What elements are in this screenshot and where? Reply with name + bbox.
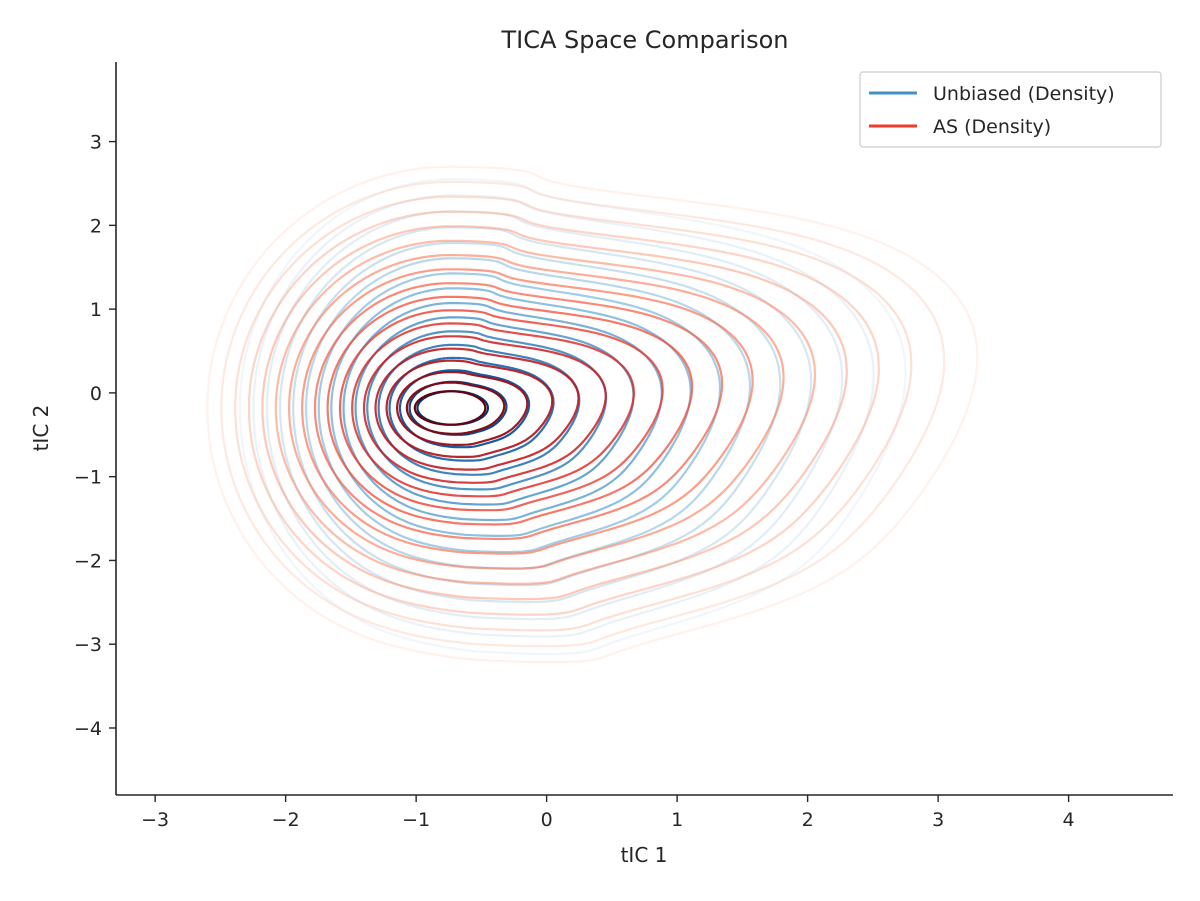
x-tick-label: −1	[402, 809, 430, 831]
as-contour-level	[288, 254, 785, 570]
as-contour-level	[413, 390, 487, 426]
unbiased-contour-level	[342, 301, 663, 522]
as-contour-level	[326, 295, 694, 526]
unbiased-contour-level	[252, 194, 875, 638]
legend-label-as: AS (Density)	[933, 116, 1051, 138]
as-contour-level	[247, 210, 880, 616]
unbiased-contour-level	[265, 210, 844, 621]
unbiased-contour-level	[408, 380, 508, 436]
y-tick-label: 1	[90, 299, 102, 321]
x-tick-label: −3	[141, 809, 169, 831]
as-density-contours	[206, 165, 979, 664]
x-tick-label: −2	[272, 809, 300, 831]
x-tick-label: 4	[1063, 809, 1075, 831]
unbiased-contour-level	[366, 330, 608, 491]
unbiased-contour-level	[377, 343, 581, 476]
x-tick-label: 1	[671, 809, 683, 831]
chart-title: TICA Space Comparison	[500, 26, 788, 54]
y-axis-label: tIC 2	[29, 405, 53, 452]
as-contour-level	[206, 165, 979, 664]
unbiased-contour-level	[330, 287, 692, 538]
y-tick-label: −1	[74, 467, 102, 489]
y-tick-label: −4	[74, 718, 102, 740]
y-tick-label: −3	[74, 634, 102, 656]
legend-frame	[859, 71, 1162, 148]
y-ticks: −4 −3 −2 −1 0 1 2 3	[74, 132, 116, 740]
as-contour-level	[396, 371, 529, 446]
unbiased-contour-level	[354, 316, 635, 506]
x-axis-label: tIC 1	[621, 843, 668, 867]
unbiased-contour-level	[279, 226, 813, 604]
as-contour-level	[220, 180, 946, 648]
as-contour-level	[274, 239, 817, 585]
as-contour-level	[301, 268, 754, 555]
legend: Unbiased (Density) AS (Density)	[859, 71, 1162, 148]
legend-label-unbiased: Unbiased (Density)	[933, 83, 1115, 105]
as-contour-level	[313, 282, 724, 541]
unbiased-contour-level	[398, 369, 531, 449]
y-tick-label: 2	[90, 215, 102, 237]
unbiased-contour-level	[238, 178, 907, 656]
x-ticks: −3 −2 −1 0 1 2 3 4	[141, 795, 1075, 831]
y-tick-label: −2	[74, 550, 102, 572]
as-contour-level	[234, 195, 913, 632]
as-contour-level	[362, 335, 607, 484]
as-contour-level	[338, 309, 664, 512]
unbiased-density-contours	[238, 178, 907, 656]
axes	[115, 62, 1173, 796]
x-tick-label: 3	[932, 809, 944, 831]
as-contour-level	[374, 347, 580, 471]
y-tick-label: 3	[90, 132, 102, 154]
as-contour-level	[351, 322, 635, 498]
as-contour-level	[261, 225, 848, 601]
unbiased-contour-level	[317, 272, 722, 554]
unbiased-contour-level	[388, 356, 555, 462]
as-contour-level	[405, 381, 506, 435]
x-tick-label: 0	[541, 809, 553, 831]
x-tick-label: 2	[802, 809, 814, 831]
as-contour-level	[385, 359, 554, 458]
y-tick-label: 0	[90, 383, 102, 405]
